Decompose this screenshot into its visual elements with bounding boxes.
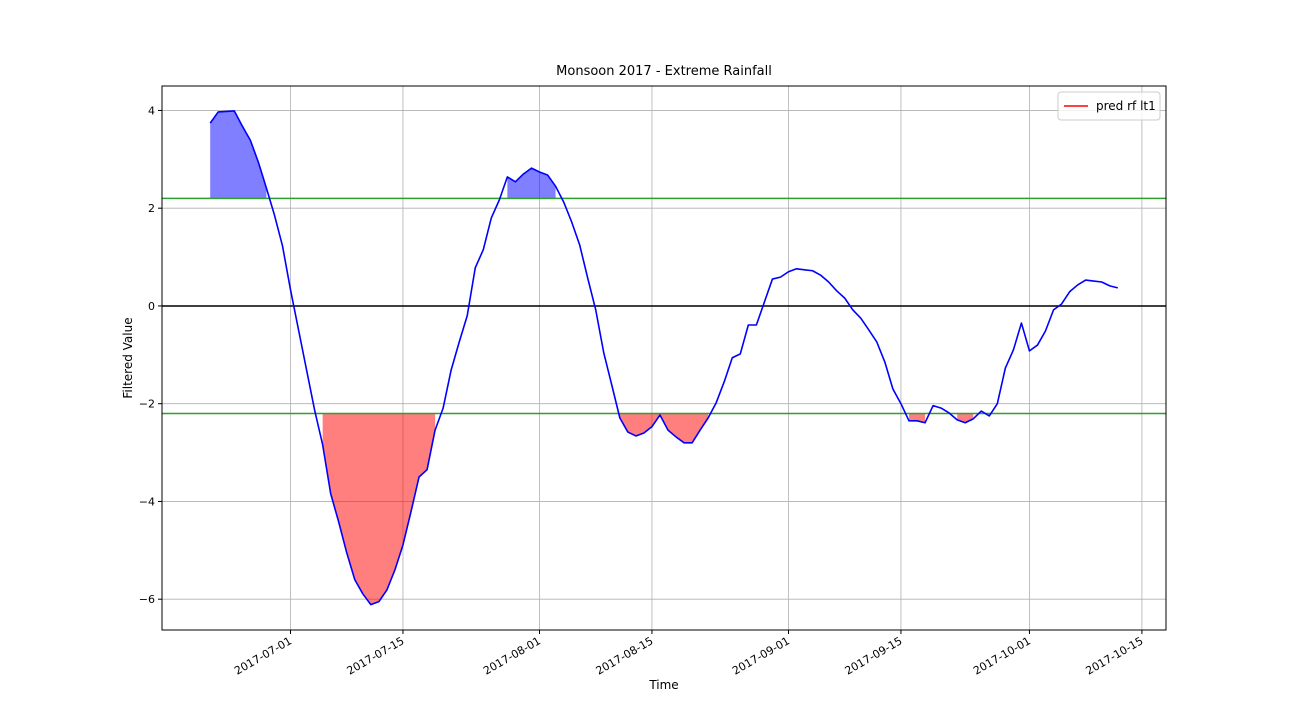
legend-label: pred rf lt1 — [1096, 99, 1156, 113]
threshold-fill — [507, 168, 556, 199]
threshold-fill — [619, 413, 709, 443]
series-line — [209, 110, 1118, 606]
y-tick-label: −4 — [139, 495, 155, 508]
y-tick-label: 2 — [148, 202, 155, 215]
x-axis-label: Time — [648, 678, 678, 692]
y-axis-label: Filtered Value — [121, 317, 135, 398]
plot-frame — [161, 85, 1167, 631]
threshold-fill — [210, 110, 267, 199]
y-tick-label: −2 — [139, 398, 155, 411]
y-tick-label: 0 — [148, 300, 155, 313]
y-tick-label: 4 — [148, 104, 155, 117]
threshold-fill — [322, 413, 436, 605]
chart-title: Monsoon 2017 - Extreme Rainfall — [556, 64, 772, 79]
legend-box — [1057, 91, 1161, 121]
y-tick-label: −6 — [139, 593, 155, 606]
legend: pred rf lt1 — [1057, 91, 1161, 121]
